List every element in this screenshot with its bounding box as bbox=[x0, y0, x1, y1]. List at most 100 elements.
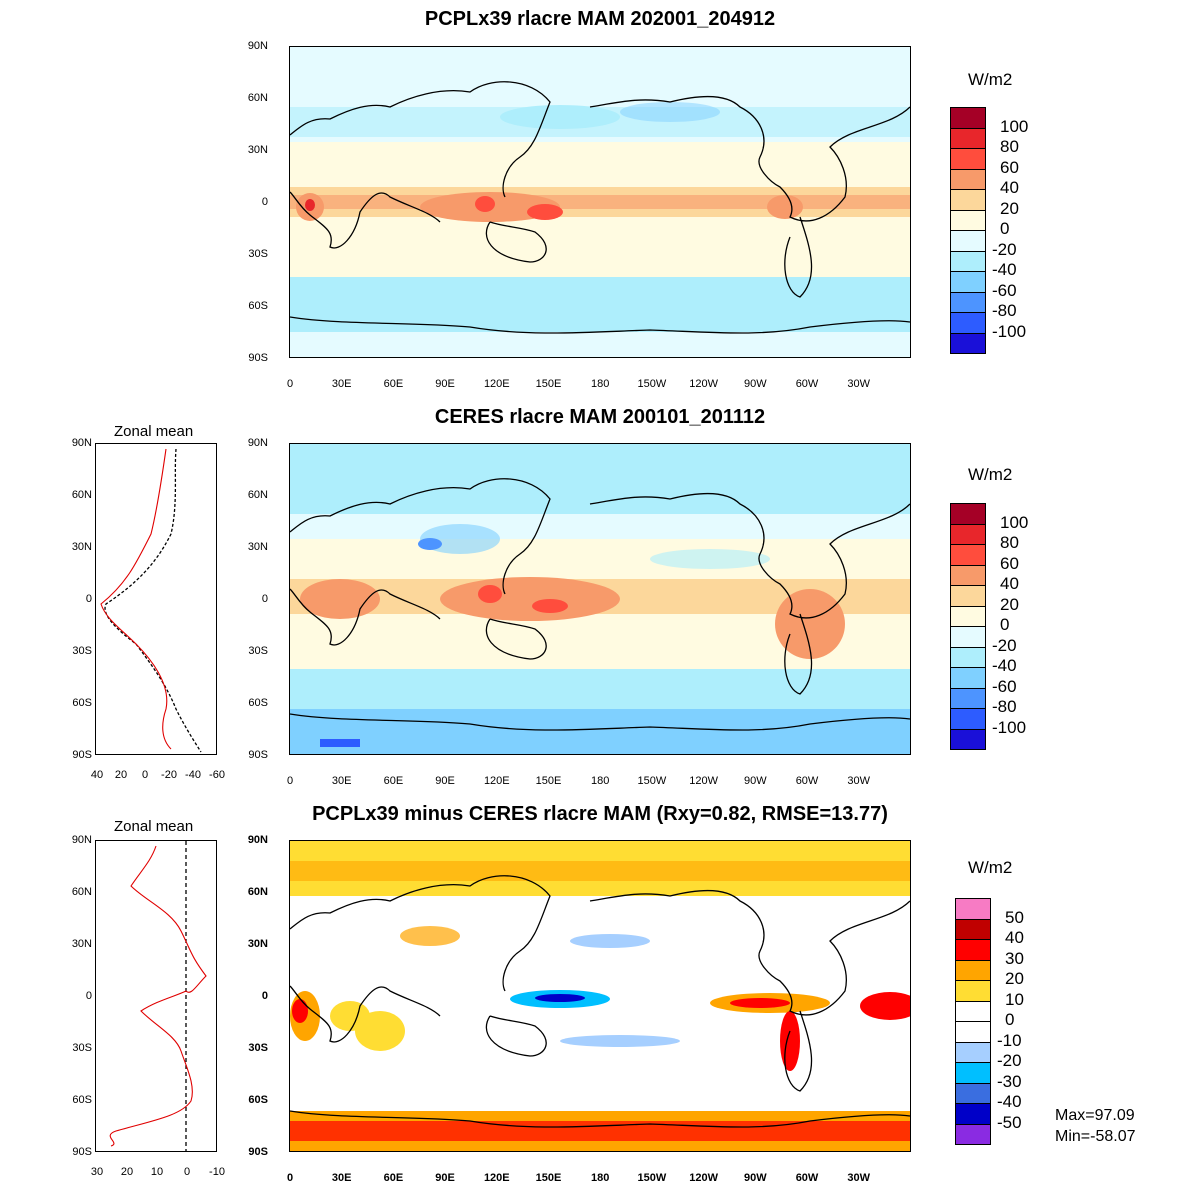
zonal-mean-2-lat-60n: 60N bbox=[71, 886, 92, 898]
panel-2-title: CERES rlacre MAM 200101_201112 bbox=[434, 406, 766, 428]
panel-2-lon-label: 90E bbox=[435, 775, 455, 787]
colorbar-label: 0 bbox=[1000, 615, 1010, 634]
colorbar-box bbox=[950, 544, 986, 566]
panel-2-lon-label: 150W bbox=[637, 775, 667, 787]
colorbar-label: 20 bbox=[1000, 198, 1019, 218]
panel-2-map bbox=[289, 443, 911, 755]
panel-3-lon-label: 150E bbox=[535, 1172, 562, 1184]
colorbar-label: 40 bbox=[1000, 574, 1019, 593]
colorbar-box bbox=[955, 1000, 991, 1022]
panel-3-lat-0: 0 bbox=[261, 990, 268, 1002]
colorbar-box bbox=[950, 646, 986, 668]
colorbar-label: 10 bbox=[1005, 989, 1024, 1009]
colorbar-label: -10 bbox=[997, 1030, 1022, 1050]
colorbar-box bbox=[950, 168, 986, 190]
panel-2-field bbox=[290, 444, 910, 754]
colorbar-label: 50 bbox=[1005, 907, 1024, 927]
zonal-mean-1-lat-30s: 30S bbox=[72, 645, 92, 657]
panel-3-lon-label: 30W bbox=[847, 1172, 870, 1184]
panel-2-lon-label: 150E bbox=[535, 775, 562, 787]
zonal-mean-x-label: 30 bbox=[90, 1166, 104, 1178]
panel-3-lat-60s: 60S bbox=[248, 1094, 268, 1106]
colorbar-box bbox=[955, 980, 991, 1002]
colorbar-box bbox=[950, 503, 986, 525]
panel-1-title: PCPLx39 rlacre MAM 202001_204912 bbox=[424, 8, 776, 30]
zonal-mean-2-plot bbox=[95, 840, 217, 1152]
zonal-mean-1-lat-0: 0 bbox=[85, 593, 92, 605]
colorbar-label: 60 bbox=[1000, 553, 1019, 573]
zonal-mean-x-label: -40 bbox=[185, 769, 201, 781]
panel-1-lat-0: 0 bbox=[261, 196, 268, 208]
panel-2-lon-label: 60W bbox=[795, 775, 819, 787]
zonal-mean-2-lat-30n: 30N bbox=[71, 938, 92, 950]
panel-3-lat-90n: 90N bbox=[247, 834, 268, 846]
colorbar-box bbox=[950, 209, 986, 231]
panel-1-units: W/m2 bbox=[968, 70, 1013, 89]
panel-1-lat-90n: 90N bbox=[247, 40, 268, 52]
colorbar-box bbox=[950, 605, 986, 627]
panel-1-lat-60s: 60S bbox=[248, 300, 268, 312]
colorbar-label: -20 bbox=[992, 239, 1017, 259]
colorbar-box bbox=[950, 667, 986, 689]
panel-3-lon-axis: 0 30E 60E 90E 120E 150E 180 150W 120W 90W 60W 30W bbox=[270, 1172, 910, 1186]
panel-1-colorbar bbox=[950, 107, 988, 354]
panel-3-lon-label: 120W bbox=[689, 1172, 718, 1184]
colorbar-label: -50 bbox=[997, 1112, 1022, 1132]
colorbar-box bbox=[950, 523, 986, 545]
panel-2-lat-90n: 90N bbox=[247, 437, 268, 449]
panel-1-lon-label: 90E bbox=[435, 378, 455, 390]
panel-2-lat-30n: 30N bbox=[247, 541, 268, 553]
panel-3-lon-label: 60E bbox=[383, 1172, 404, 1184]
colorbar-label: 0 bbox=[1000, 219, 1010, 238]
panel-2-lon-label: 0 bbox=[286, 775, 294, 787]
panel-1-lat-30s: 30S bbox=[248, 248, 268, 260]
colorbar-label: 20 bbox=[1005, 969, 1024, 988]
colorbar-label: -100 bbox=[992, 321, 1027, 341]
colorbar-label: 40 bbox=[1005, 928, 1024, 947]
panel-2-lat-90s: 90S bbox=[248, 749, 268, 761]
colorbar-label: -40 bbox=[992, 656, 1017, 675]
zonal-mean-2-title: Zonal mean bbox=[114, 818, 194, 835]
colorbar-box bbox=[950, 585, 986, 607]
panel-1-lat-90s: 90S bbox=[248, 352, 268, 364]
colorbar-box bbox=[950, 687, 986, 709]
colorbar-box bbox=[950, 148, 986, 170]
panel-2-lon-label: 120W bbox=[689, 775, 718, 787]
panel-3-lon-label: 60W bbox=[795, 1172, 819, 1184]
panel-3-map bbox=[289, 840, 911, 1152]
panel-3-field bbox=[290, 841, 910, 1151]
zonal-mean-1-lat-30n: 30N bbox=[71, 541, 92, 553]
panel-1-lon-label: 60W bbox=[795, 378, 819, 390]
colorbar-label: -60 bbox=[992, 676, 1017, 696]
panel-2-lat-60n: 60N bbox=[247, 489, 268, 501]
colorbar-box bbox=[955, 1082, 991, 1104]
colorbar-label: -80 bbox=[992, 301, 1017, 320]
panel-1-lon-label: 60E bbox=[383, 378, 404, 390]
zonal-mean-2-lat-0: 0 bbox=[85, 990, 92, 1002]
zonal-mean-x-label: 40 bbox=[90, 769, 104, 781]
colorbar-label: 100 bbox=[1000, 512, 1029, 532]
panel-2-coastlines bbox=[290, 478, 910, 731]
zonal-mean-1-lat-90n: 90N bbox=[71, 437, 92, 449]
zonal-mean-2-lat-30s: 30S bbox=[72, 1042, 92, 1054]
panel-2-lon-label: 90W bbox=[743, 775, 767, 787]
colorbar-box bbox=[955, 1062, 991, 1084]
colorbar-label: 20 bbox=[1000, 594, 1019, 614]
colorbar-label: -60 bbox=[992, 280, 1017, 300]
colorbar-box bbox=[950, 708, 986, 730]
panel-1-lon-label: 150E bbox=[535, 378, 562, 390]
panel-1-lat-60n: 60N bbox=[247, 92, 268, 104]
zonal-mean-x-label: -20 bbox=[161, 769, 177, 781]
zonal-mean-x-label: 0 bbox=[183, 1166, 191, 1178]
panel-3-lon-label: 150W bbox=[637, 1172, 667, 1184]
panel-3-lon-label: 90W bbox=[743, 1172, 767, 1184]
panel-3-lat-30n: 30N bbox=[247, 938, 268, 950]
colorbar-box bbox=[955, 939, 991, 961]
panel-2-colorbar bbox=[950, 503, 988, 750]
panel-2-units: W/m2 bbox=[968, 465, 1013, 484]
colorbar-box bbox=[950, 291, 986, 313]
panel-3-lon-label: 0 bbox=[286, 1172, 294, 1184]
panel-2-lon-label: 180 bbox=[591, 775, 610, 787]
panel-3-coastlines bbox=[290, 875, 910, 1128]
panel-3-lon-label: 180 bbox=[591, 1172, 610, 1184]
